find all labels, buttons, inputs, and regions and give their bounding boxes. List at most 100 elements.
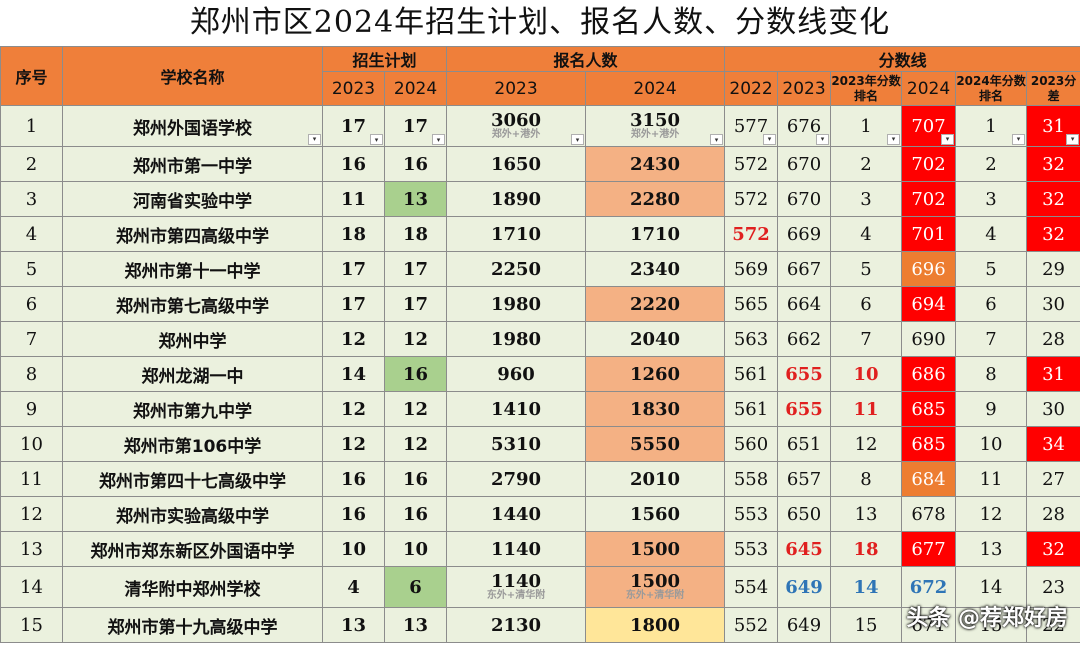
filter-dropdown-icon[interactable]: ▾	[432, 134, 446, 145]
cell-app2024: 2340	[585, 251, 726, 287]
cell-s2023: 655	[777, 356, 832, 392]
cell-school: 郑州市第106中学	[62, 426, 323, 462]
cell-value: 3150	[629, 110, 681, 131]
cell-diff: 28	[1026, 496, 1080, 532]
cell-s2022: 569	[724, 251, 779, 287]
cell-plan2023: 16	[322, 146, 385, 182]
cell-app2024: 3150 郑外+港外 ▾	[585, 105, 726, 147]
cell-rank2023: 6	[830, 286, 903, 322]
cell-school: 郑州市第七高级中学	[62, 286, 323, 322]
cell-plan2024: 12	[383, 391, 448, 427]
table-row: 4 郑州市第四高级中学 18 18 1710 1710 572 669 4 701 4 32	[0, 216, 1080, 252]
cell-rank2023: 5	[830, 251, 903, 287]
cell-rank2023: 13	[830, 496, 903, 532]
table-row: 9 郑州市第九中学 12 12 1410 1830 561 655 11 685 9 30	[0, 391, 1080, 427]
cell-plan2024: 16	[383, 356, 448, 392]
cell-app2023: 1650	[446, 146, 587, 182]
table-row: 3 河南省实验中学 11 13 1890 2280 572 670 3 702 3 32	[0, 181, 1080, 217]
cell-school: 清华附中郑州学校	[62, 566, 323, 608]
cell-s2022: 565	[724, 286, 779, 322]
cell-plan2023: 11	[322, 181, 385, 217]
cell-rank2024: 6	[955, 286, 1028, 322]
cell-s2023: 649	[777, 566, 832, 608]
cell-plan2024: 6	[383, 566, 448, 608]
header-row-2: 2023 2024 2023 2024 2022 2023 2023年分数排名 …	[1, 71, 1080, 106]
cell-school: 郑州市郑东新区外国语中学	[62, 531, 323, 567]
cell-diff: 32	[1026, 531, 1080, 567]
cell-seq: 6	[0, 286, 63, 322]
cell-s2022: 561	[724, 391, 779, 427]
filter-dropdown-icon[interactable]: ▾	[887, 134, 901, 145]
header-app-2024: 2024	[585, 71, 726, 106]
cell-diff: 34	[1026, 426, 1080, 462]
cell-s2023: 657	[777, 461, 832, 497]
cell-app2023: 1980	[446, 321, 587, 357]
filter-dropdown-icon[interactable]: ▾	[571, 134, 585, 145]
cell-app2024: 1830	[585, 391, 726, 427]
cell-plan2024: 18	[383, 216, 448, 252]
cell-plan2023: 16	[322, 461, 385, 497]
cell-diff: 32	[1026, 146, 1080, 182]
cell-rank2024: 14	[955, 566, 1028, 608]
filter-dropdown-icon[interactable]: ▾	[710, 134, 724, 145]
cell-plan2023: 12	[322, 391, 385, 427]
cell-seq: 13	[0, 531, 63, 567]
cell-s2023: 655	[777, 391, 832, 427]
cell-diff: 22	[1026, 607, 1080, 643]
cell-plan2023: 17	[322, 286, 385, 322]
cell-plan2023: 12	[322, 321, 385, 357]
header-score-2022: 2022	[724, 71, 779, 106]
cell-note: 郑外+港外	[491, 129, 541, 140]
cell-rank2024: 3	[955, 181, 1028, 217]
cell-app2023: 1980	[446, 286, 587, 322]
cell-seq: 2	[0, 146, 63, 182]
cell-rank2023: 1 ▾	[830, 105, 903, 147]
cell-diff: 32	[1026, 181, 1080, 217]
cell-rank2023: 18	[830, 531, 903, 567]
cell-rank2023: 3	[830, 181, 903, 217]
filter-dropdown-icon[interactable]: ▾	[763, 134, 777, 145]
cell-app2024: 2430	[585, 146, 726, 182]
cell-rank2024: 9	[955, 391, 1028, 427]
cell-plan2023: 18	[322, 216, 385, 252]
cell-s2023: 670	[777, 181, 832, 217]
cell-plan2024: 16	[383, 461, 448, 497]
cell-rank2024: 13	[955, 531, 1028, 567]
cell-app2024: 2280	[585, 181, 726, 217]
cell-s2022: 558	[724, 461, 779, 497]
cell-s2024: 696	[901, 251, 957, 287]
cell-s2024: 671	[901, 607, 957, 643]
filter-dropdown-icon[interactable]: ▾	[1012, 134, 1026, 145]
cell-plan2023: 17 ▾	[322, 105, 385, 147]
filter-dropdown-icon[interactable]: ▾	[1066, 134, 1080, 145]
filter-dropdown-icon[interactable]: ▾	[816, 134, 830, 145]
cell-s2022: 553	[724, 496, 779, 532]
cell-rank2024: 10	[955, 426, 1028, 462]
cell-s2024: 686	[901, 356, 957, 392]
cell-app2024: 2040	[585, 321, 726, 357]
cell-app2023: 2790	[446, 461, 587, 497]
cell-seq: 14	[0, 566, 63, 608]
cell-rank2023: 11	[830, 391, 903, 427]
filter-dropdown-icon[interactable]: ▾	[941, 134, 955, 145]
cell-rank2024: 2	[955, 146, 1028, 182]
cell-app2024: 1260	[585, 356, 726, 392]
filter-dropdown-icon[interactable]: ▾	[370, 134, 383, 145]
cell-plan2023: 17	[322, 251, 385, 287]
header-scores: 分数线	[724, 46, 1080, 72]
cell-school: 郑州中学	[62, 321, 323, 357]
cell-s2024: 707 ▾	[901, 105, 957, 147]
cell-s2023: 664	[777, 286, 832, 322]
cell-note: 郑外+港外	[630, 129, 680, 140]
cell-s2022: 572	[724, 146, 779, 182]
header-row-1: 序号 学校名称 招生计划 报名人数 分数线	[0, 46, 1080, 106]
cell-s2022: 553	[724, 531, 779, 567]
table-row: 1 郑州外国语学校 ▾ 17 ▾ 17 ▾ 3060 郑外+港外 ▾ 3150 郑外+港外 ▾ 577 ▾ 6…	[0, 105, 1080, 147]
cell-app2023: 1440	[446, 496, 587, 532]
header-plan: 招生计划	[321, 46, 448, 72]
cell-rank2024: 15	[955, 607, 1028, 643]
cell-plan2023: 10	[322, 531, 385, 567]
table-row: 15 郑州市第十九高级中学 13 13 2130 1800 552 649 15 671 15 22	[0, 607, 1080, 643]
cell-rank2024: 8	[955, 356, 1028, 392]
filter-dropdown-icon[interactable]: ▾	[308, 134, 321, 145]
